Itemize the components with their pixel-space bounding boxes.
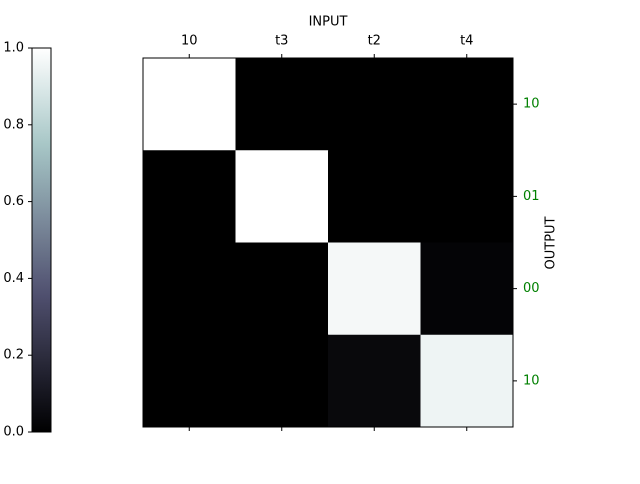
heatmap-cell: [328, 242, 421, 336]
y-axis-label: OUTPUT: [544, 216, 559, 269]
heatmap-cell: [143, 150, 236, 243]
colorbar-tick-label: 0.2: [3, 348, 24, 363]
heatmap-cell: [420, 242, 514, 336]
y-tick-label: 10: [523, 97, 540, 112]
heatmap-cell: [420, 150, 514, 243]
x-tick-label: t2: [368, 34, 381, 49]
x-tick-label: t3: [275, 34, 288, 49]
y-tick-label: 01: [523, 189, 540, 204]
heatmap-cell: [143, 58, 236, 151]
colorbar-tick-label: 1.0: [3, 41, 24, 56]
colorbar-tick-label: 0.8: [3, 117, 24, 132]
heatmap-cell: [235, 58, 329, 151]
heatmap-cell: [328, 334, 421, 428]
colorbar: [31, 47, 52, 433]
heatmap-cell: [420, 334, 514, 428]
heatmap-cell: [143, 334, 236, 428]
heatmap-cell: [143, 242, 236, 336]
y-tick-label: 10: [523, 373, 540, 388]
heatmap-cell: [328, 58, 421, 151]
heatmap-cell: [235, 242, 329, 336]
colorbar-tick-label: 0.6: [3, 194, 24, 209]
heatmap-cell: [328, 150, 421, 243]
colorbar-tick-label: 0.0: [3, 425, 24, 440]
plot-frame: [142, 57, 514, 428]
x-tick-label: t4: [460, 34, 473, 49]
heatmap-cell: [420, 58, 514, 151]
heatmap-cell: [235, 334, 329, 428]
colorbar-tick-label: 0.4: [3, 271, 24, 286]
x-axis-label: INPUT: [309, 15, 348, 30]
y-tick-label: 00: [523, 281, 540, 296]
heatmap-cell: [235, 150, 329, 243]
x-tick-label: 10: [181, 34, 198, 49]
